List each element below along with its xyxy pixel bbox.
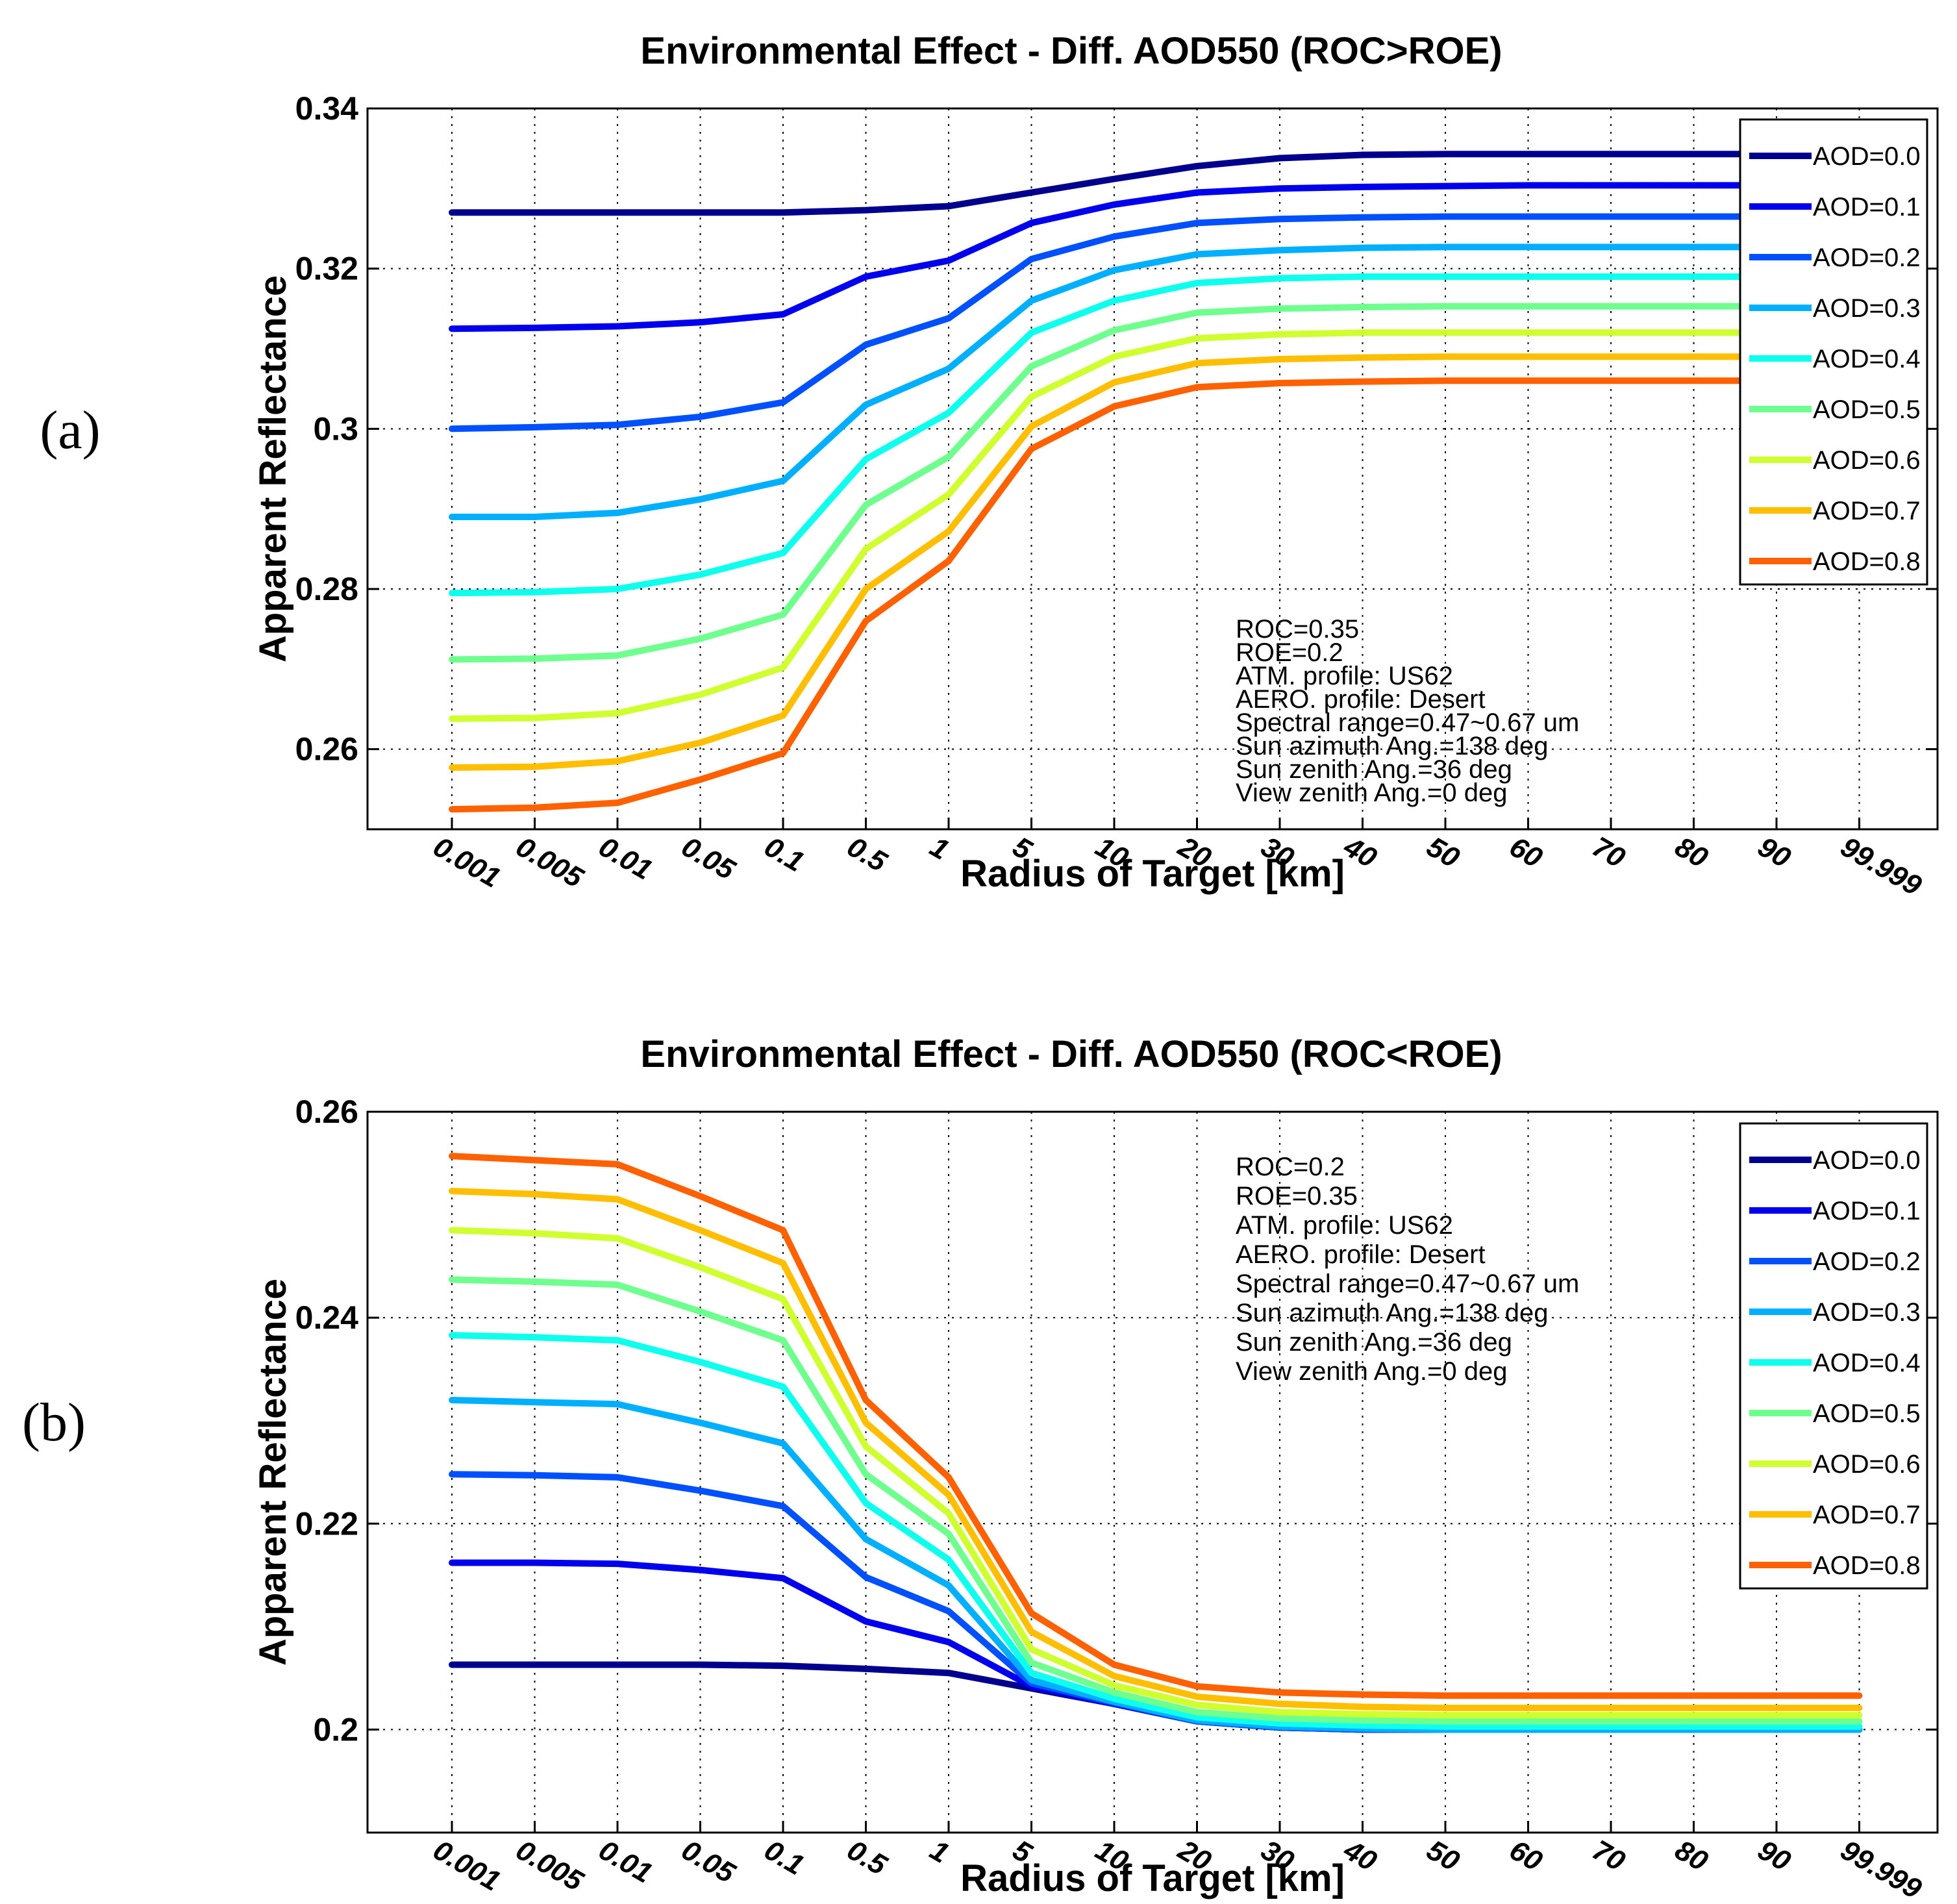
legend-label: AOD=0.2 bbox=[1813, 1247, 1921, 1276]
info-line: ROE=0.35 bbox=[1236, 1182, 1358, 1210]
x-axis-label-a: Radius of Target [km] bbox=[960, 853, 1345, 895]
info-line: ATM. profile: US62 bbox=[1236, 662, 1453, 690]
info-box-a: ROC=0.35 ROE=0.2 ATM. profile: US62 AERO… bbox=[1236, 615, 1579, 807]
series-line bbox=[449, 1153, 1863, 1699]
series-line bbox=[449, 182, 1863, 332]
y-tick-label: 0.32 bbox=[295, 251, 358, 287]
legend-a: AOD=0.0 AOD=0.1 AOD=0.2 AOD=0.3 AOD=0.4 AOD=0… bbox=[1739, 118, 1928, 586]
legend-label: AOD=0.0 bbox=[1813, 1146, 1921, 1175]
panel-b: (b) Environmental Effect - Diff. AOD550 … bbox=[22, 1033, 1939, 1904]
y-tick-label: 0.2 bbox=[313, 1711, 358, 1747]
y-axis-label-b: Apparent Reflectance bbox=[252, 1279, 294, 1666]
legend-label: AOD=0.5 bbox=[1813, 395, 1921, 424]
grid-a bbox=[368, 108, 1938, 829]
info-line: ROE=0.2 bbox=[1236, 638, 1343, 667]
y-tick-label: 0.24 bbox=[295, 1299, 359, 1336]
series-b bbox=[449, 1153, 1863, 1733]
info-line: Sun azimuth Ang.=138 deg bbox=[1236, 732, 1548, 760]
legend-box bbox=[1739, 118, 1928, 586]
y-tick-label: 0.26 bbox=[295, 731, 358, 768]
series-line bbox=[449, 377, 1863, 813]
series-line bbox=[449, 353, 1863, 771]
legend-label: AOD=0.7 bbox=[1813, 1501, 1921, 1529]
legend-label: AOD=0.5 bbox=[1813, 1399, 1921, 1428]
info-line: AERO. profile: Desert bbox=[1236, 1240, 1486, 1269]
panel-label-a: (a) bbox=[40, 400, 100, 460]
x-axis-label-b: Radius of Target [km] bbox=[960, 1857, 1345, 1899]
legend-label: AOD=0.4 bbox=[1813, 1349, 1921, 1377]
info-line: View zenith Ang.=0 deg bbox=[1236, 1357, 1507, 1386]
y-tick-label: 0.26 bbox=[295, 1094, 358, 1130]
y-tick-label: 0.28 bbox=[295, 571, 358, 607]
legend-label: AOD=0.6 bbox=[1813, 1450, 1921, 1479]
panel-a: (a) Environmental Effect - Diff. AOD550 … bbox=[40, 30, 1939, 902]
legend-label: AOD=0.3 bbox=[1813, 1298, 1921, 1327]
chart-title-a: Environmental Effect - Diff. AOD550 (ROC… bbox=[640, 30, 1502, 72]
series-line bbox=[449, 1188, 1863, 1712]
y-tick-label: 0.3 bbox=[313, 410, 358, 447]
series-line bbox=[449, 1276, 1863, 1725]
series-line bbox=[449, 329, 1863, 722]
info-line: AERO. profile: Desert bbox=[1236, 685, 1486, 714]
series-line bbox=[449, 303, 1863, 663]
panel-label-b: (b) bbox=[22, 1392, 86, 1453]
series-a bbox=[449, 151, 1863, 813]
y-axis-label-a: Apparent Reflectance bbox=[252, 275, 294, 662]
legend-label: AOD=0.8 bbox=[1813, 1551, 1921, 1580]
series-line bbox=[449, 151, 1863, 216]
legend-label: AOD=0.1 bbox=[1813, 193, 1921, 221]
info-line: Sun zenith Ang.=36 deg bbox=[1236, 755, 1512, 784]
info-line: Sun azimuth Ang.=138 deg bbox=[1236, 1299, 1548, 1327]
y-tick-label: 0.22 bbox=[295, 1505, 358, 1542]
series-line bbox=[449, 213, 1863, 432]
legend-label: AOD=0.4 bbox=[1813, 345, 1921, 373]
series-line bbox=[449, 1332, 1863, 1730]
legend-label: AOD=0.0 bbox=[1813, 142, 1921, 171]
y-ticks-b: 0.2 0.22 0.24 0.26 bbox=[295, 1094, 1938, 1747]
info-line: ATM. profile: US62 bbox=[1236, 1211, 1453, 1240]
info-line: Sun zenith Ang.=36 deg bbox=[1236, 1328, 1512, 1357]
legend-label: AOD=0.7 bbox=[1813, 497, 1921, 525]
series-line bbox=[449, 244, 1863, 520]
legend-label: AOD=0.2 bbox=[1813, 244, 1921, 272]
info-line: ROC=0.2 bbox=[1236, 1153, 1345, 1181]
info-line: Spectral range=0.47~0.67 um bbox=[1236, 1270, 1579, 1298]
info-line: Spectral range=0.47~0.67 um bbox=[1236, 708, 1579, 737]
info-box-b: ROC=0.2 ROE=0.35 ATM. profile: US62 AERO… bbox=[1236, 1153, 1579, 1386]
legend-b: AOD=0.0 AOD=0.1 AOD=0.2 AOD=0.3 AOD=0.4 AOD=0… bbox=[1739, 1122, 1928, 1590]
info-line: View zenith Ang.=0 deg bbox=[1236, 779, 1507, 807]
legend-label: AOD=0.6 bbox=[1813, 446, 1921, 475]
chart-title-b: Environmental Effect - Diff. AOD550 (ROC… bbox=[640, 1033, 1502, 1075]
y-tick-label: 0.34 bbox=[295, 90, 359, 127]
y-ticks-a: 0.26 0.28 0.3 0.32 0.34 bbox=[295, 90, 1938, 768]
legend-label: AOD=0.3 bbox=[1813, 294, 1921, 323]
legend-label: AOD=0.8 bbox=[1813, 547, 1921, 576]
series-line bbox=[449, 1227, 1863, 1719]
legend-box bbox=[1739, 1122, 1928, 1590]
info-line: ROC=0.35 bbox=[1236, 615, 1359, 644]
series-line bbox=[449, 273, 1863, 597]
legend-label: AOD=0.1 bbox=[1813, 1197, 1921, 1225]
